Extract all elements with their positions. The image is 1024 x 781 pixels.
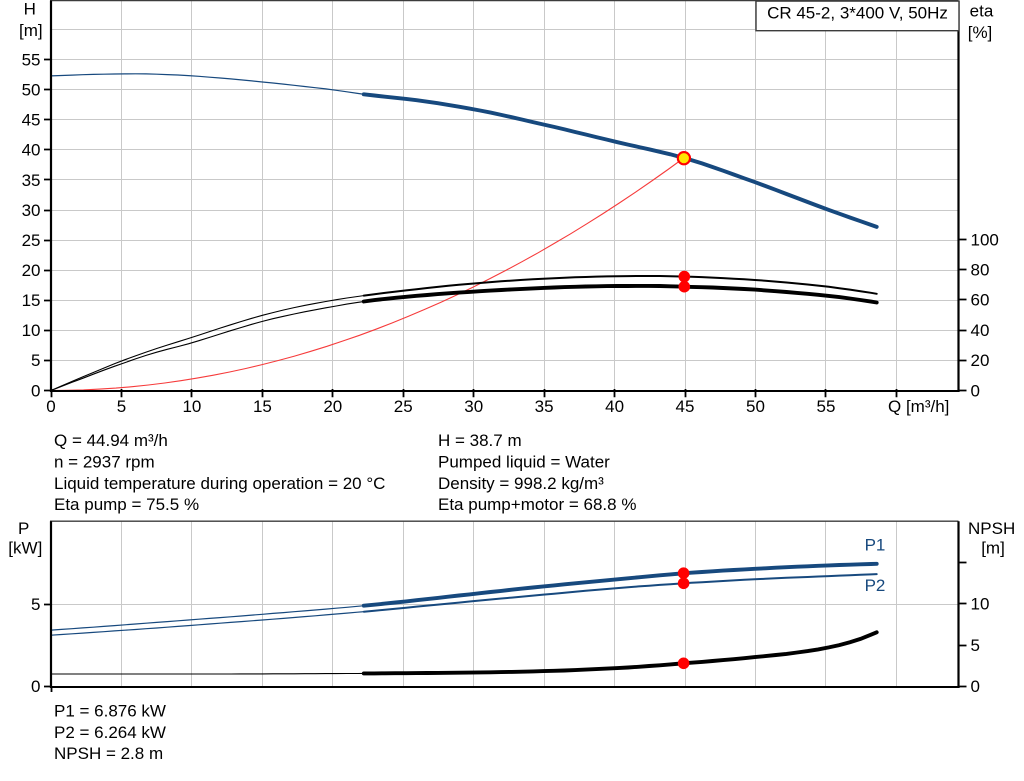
svg-text:5: 5 bbox=[971, 636, 980, 655]
svg-text:0: 0 bbox=[31, 381, 40, 400]
svg-text:35: 35 bbox=[535, 397, 554, 416]
svg-text:15: 15 bbox=[253, 397, 272, 416]
svg-text:[m]: [m] bbox=[19, 21, 43, 40]
svg-text:Eta pump+motor = 68.8 %: Eta pump+motor = 68.8 % bbox=[438, 495, 636, 514]
svg-text:0: 0 bbox=[971, 381, 980, 400]
svg-text:Q = 44.94 m³/h: Q = 44.94 m³/h bbox=[54, 431, 168, 450]
svg-text:5: 5 bbox=[31, 351, 40, 370]
svg-text:P1: P1 bbox=[865, 536, 886, 555]
svg-text:[%]: [%] bbox=[968, 23, 993, 42]
svg-text:100: 100 bbox=[971, 230, 999, 249]
svg-text:10: 10 bbox=[182, 397, 201, 416]
svg-text:Liquid temperature during oper: Liquid temperature during operation = 20… bbox=[54, 474, 385, 493]
svg-text:[m]: [m] bbox=[981, 538, 1005, 557]
svg-text:10: 10 bbox=[971, 595, 990, 614]
svg-text:0: 0 bbox=[31, 677, 40, 696]
svg-text:30: 30 bbox=[464, 397, 483, 416]
svg-text:H: H bbox=[24, 0, 36, 19]
svg-text:80: 80 bbox=[971, 261, 990, 280]
svg-text:40: 40 bbox=[605, 397, 624, 416]
svg-text:H = 38.7 m: H = 38.7 m bbox=[438, 431, 522, 450]
svg-text:55: 55 bbox=[817, 397, 836, 416]
svg-text:NPSH: NPSH bbox=[968, 519, 1015, 538]
svg-text:50: 50 bbox=[22, 81, 41, 100]
svg-text:P2: P2 bbox=[865, 576, 886, 595]
svg-text:35: 35 bbox=[22, 171, 41, 190]
svg-text:P2 = 6.264 kW: P2 = 6.264 kW bbox=[54, 723, 166, 742]
svg-text:15: 15 bbox=[22, 291, 41, 310]
svg-text:25: 25 bbox=[22, 231, 41, 250]
svg-text:45: 45 bbox=[22, 111, 41, 130]
svg-text:60: 60 bbox=[971, 291, 990, 310]
svg-text:Q [m³/h]: Q [m³/h] bbox=[888, 397, 949, 416]
svg-text:30: 30 bbox=[22, 201, 41, 220]
svg-text:P1 = 6.876 kW: P1 = 6.876 kW bbox=[54, 701, 166, 720]
svg-text:40: 40 bbox=[22, 141, 41, 160]
svg-text:n = 2937 rpm: n = 2937 rpm bbox=[54, 452, 155, 471]
svg-text:Eta pump = 75.5 %: Eta pump = 75.5 % bbox=[54, 495, 199, 514]
svg-text:20: 20 bbox=[971, 351, 990, 370]
svg-text:eta: eta bbox=[970, 2, 994, 21]
svg-text:55: 55 bbox=[22, 51, 41, 70]
svg-text:Density = 998.2 kg/m³: Density = 998.2 kg/m³ bbox=[438, 474, 604, 493]
svg-text:0: 0 bbox=[46, 397, 55, 416]
svg-text:50: 50 bbox=[746, 397, 765, 416]
svg-text:40: 40 bbox=[971, 321, 990, 340]
svg-text:20: 20 bbox=[323, 397, 342, 416]
svg-text:P: P bbox=[18, 519, 29, 538]
svg-text:5: 5 bbox=[117, 397, 126, 416]
svg-text:0: 0 bbox=[971, 677, 980, 696]
svg-text:NPSH = 2.8 m: NPSH = 2.8 m bbox=[54, 744, 163, 763]
svg-text:25: 25 bbox=[394, 397, 413, 416]
svg-text:CR 45-2, 3*400 V, 50Hz: CR 45-2, 3*400 V, 50Hz bbox=[767, 3, 948, 22]
svg-text:Pumped liquid = Water: Pumped liquid = Water bbox=[438, 452, 610, 471]
svg-text:45: 45 bbox=[676, 397, 695, 416]
svg-text:[kW]: [kW] bbox=[8, 538, 42, 557]
svg-text:10: 10 bbox=[22, 321, 41, 340]
svg-text:20: 20 bbox=[22, 261, 41, 280]
svg-text:5: 5 bbox=[31, 595, 40, 614]
